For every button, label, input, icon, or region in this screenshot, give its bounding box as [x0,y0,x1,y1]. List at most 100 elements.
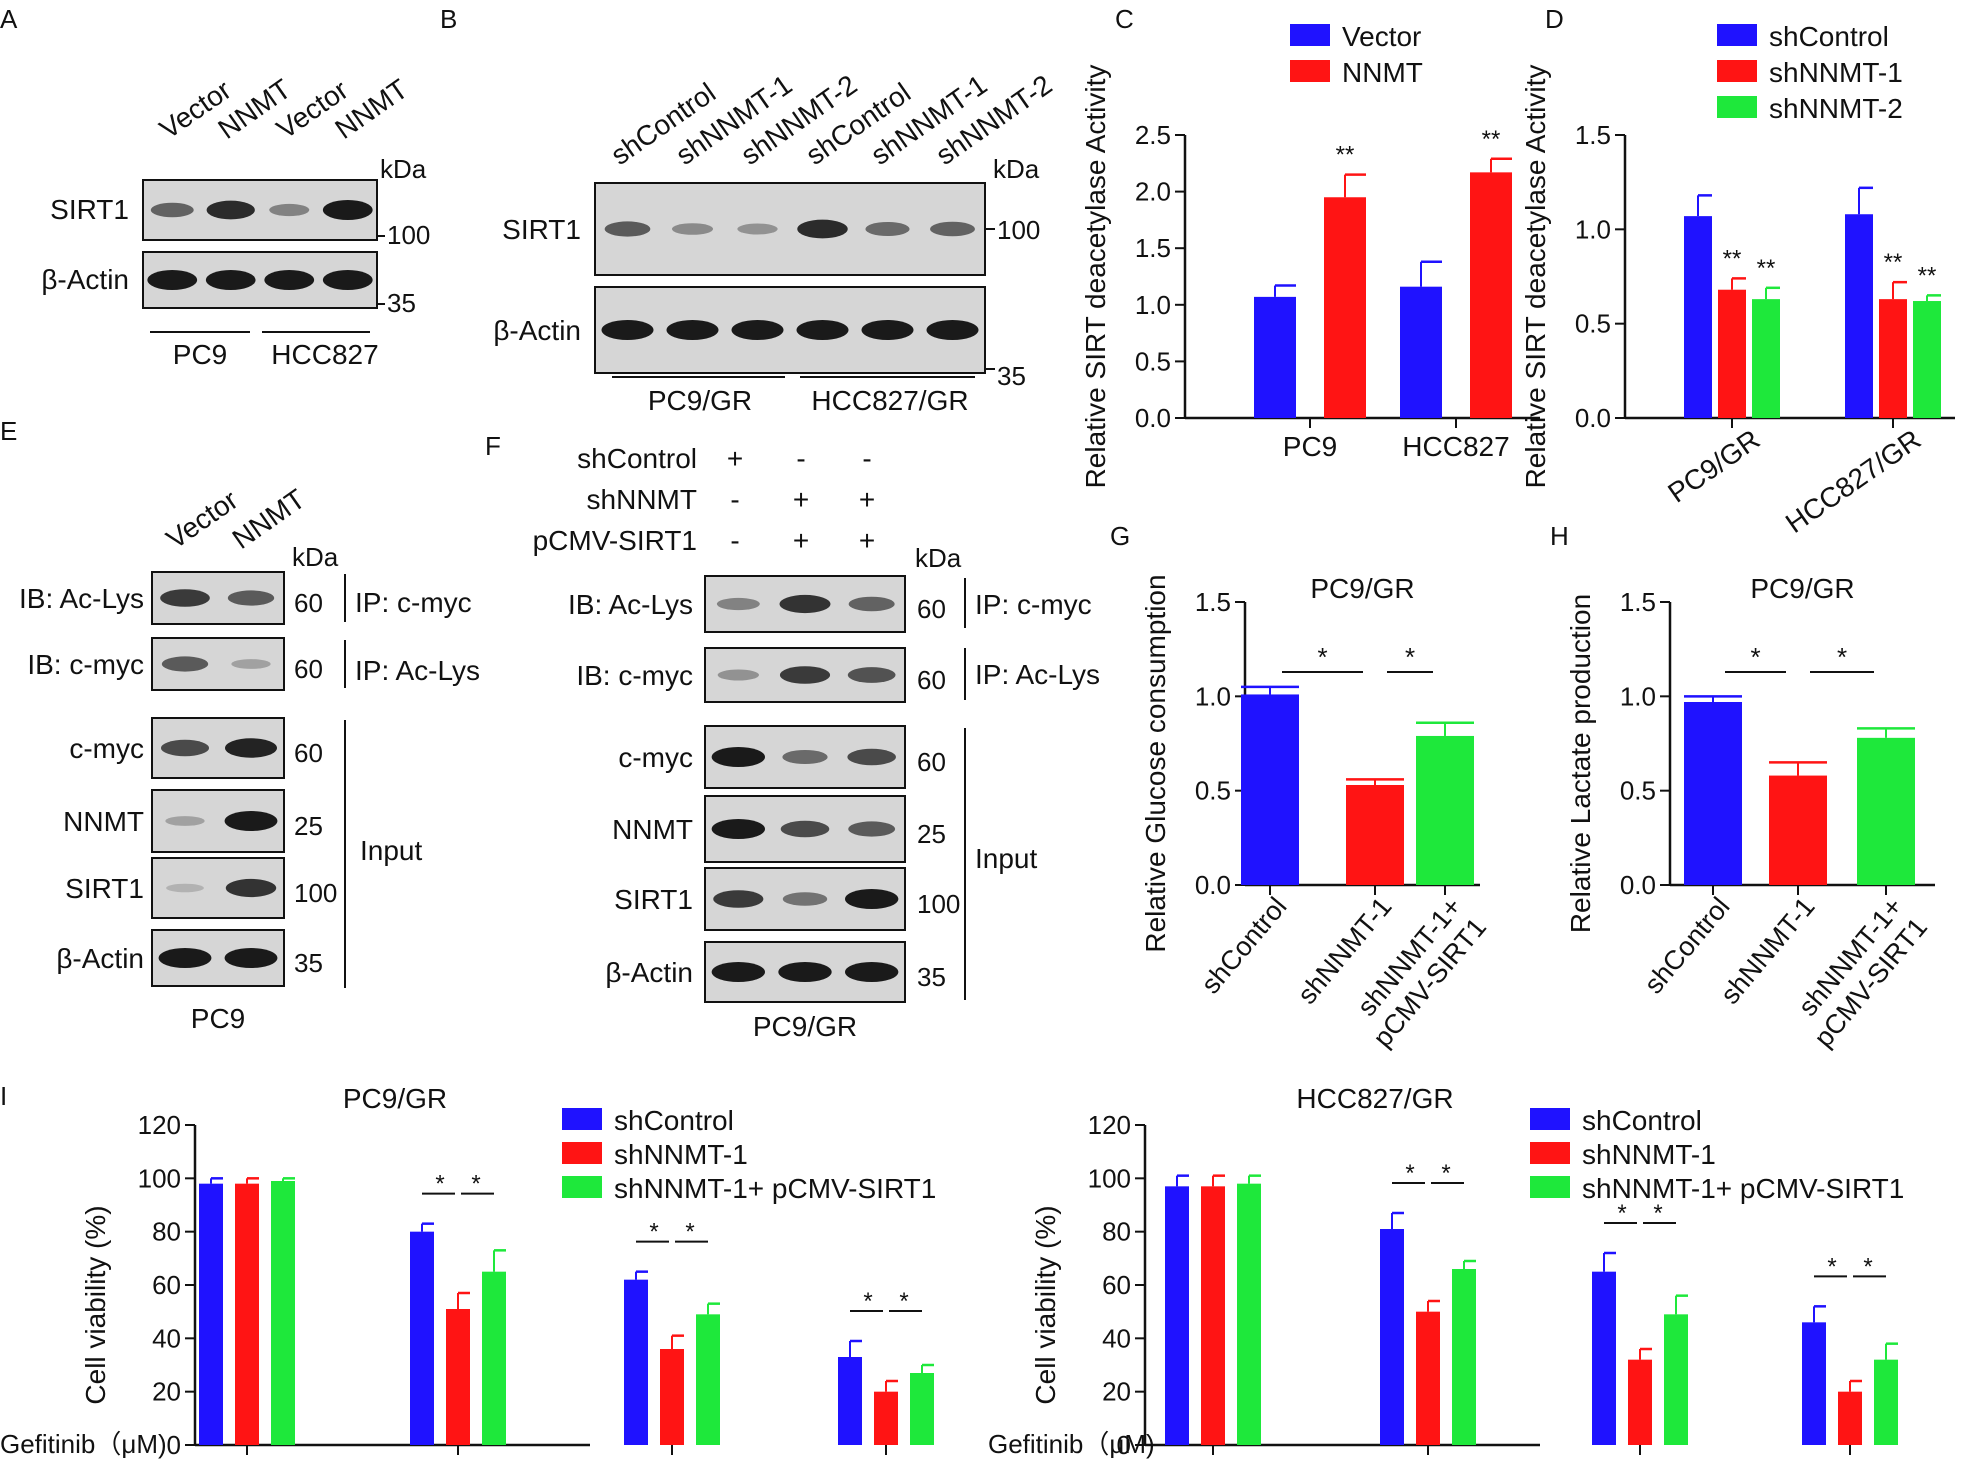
chart-d: 0.0 0.5 1.0 1.5 Relative SIRT deacetylase Ac… [1520,21,1955,539]
y-tick-label: 40 [1102,1323,1131,1353]
band [780,820,830,838]
band [227,590,275,606]
bar [838,1357,862,1445]
bar [235,1183,259,1445]
y-tick-label: 2.0 [1135,177,1171,207]
legend-swatch [1290,24,1330,46]
group-label: PC9/GR [648,385,752,416]
legend-label: shNNMT-1 [614,1139,748,1170]
kda-label: kDa [993,154,1040,184]
blot-row-label: IB: Ac-Lys [568,589,693,620]
blot-row-label: β-Actin [493,315,581,346]
bar [1165,1186,1189,1445]
y-tick-label: 40 [152,1323,181,1353]
bar [1684,216,1712,418]
y-tick-label: 60 [1102,1270,1131,1300]
y-tick-label: 0.5 [1135,346,1171,376]
band [224,811,278,831]
chart-title: PC9/GR [1310,573,1414,604]
y-tick-label: 0.5 [1575,309,1611,339]
blot-row-label: IB: c-myc [576,660,693,691]
bar [1857,737,1915,885]
significance-star: * [649,1219,658,1246]
band [782,750,828,764]
y-tick-label: 120 [138,1110,181,1140]
y-tick-label: 1.0 [1135,290,1171,320]
band [717,669,759,681]
bar [1628,1359,1652,1445]
chart-i2: 0 20 40 60 80 100 120 Cell viability (%) HCC827/… [988,1083,1904,1460]
band [847,667,896,683]
band [264,270,315,290]
blot-row-label: β-Actin [605,957,693,988]
blot-row-label: IB: c-myc [27,649,144,680]
condition-sign: + [859,484,875,515]
panel-letter-b: B [440,4,457,34]
condition-sign: + [727,443,743,474]
y-axis-label: Relative Glucose consumption [1140,574,1171,952]
band [160,589,210,607]
bar [1380,1229,1404,1445]
y-tick-label: 1.0 [1195,681,1231,711]
y-tick-label: 2.5 [1135,120,1171,150]
y-tick-label: 60 [152,1270,181,1300]
legend-label: shNNMT-1 [1582,1139,1716,1170]
x-tick-label: HCC827/GR [1780,424,1927,540]
legend-swatch [1717,96,1757,118]
y-tick-label: 100 [1088,1163,1131,1193]
significance-star: * [1827,1253,1836,1280]
y-tick-label: 1.0 [1620,681,1656,711]
blot-row-label: β-Actin [56,943,144,974]
condition-sign: + [859,525,875,556]
bar [1592,1271,1616,1445]
chart-h: 0.0 0.5 1.0 1.5 Relative Lactate production P… [1565,573,1935,1053]
band [231,659,271,669]
ip-label: IP: Ac-Lys [975,659,1100,690]
bar [1684,701,1742,885]
band [779,666,831,684]
bar [1752,299,1780,418]
mw-marker: 35 [997,361,1026,391]
blot-strip [594,182,986,276]
band [779,594,831,614]
panel-a-western-blot: VectorNNMTVectorNNMTkDaSIRT1100β-Actin35… [41,73,430,370]
significance-star: * [1617,1200,1626,1227]
significance-star: ** [1757,255,1776,282]
blot-row-label: NNMT [63,806,144,837]
ip-label: IP: c-myc [975,589,1092,620]
significance-star: * [1653,1200,1662,1227]
bar [1470,172,1512,418]
legend-label: shControl [1769,21,1889,52]
significance-star: * [1441,1160,1450,1187]
panel-letter-d: D [1545,4,1564,34]
band [161,656,209,672]
band [737,223,778,235]
mw-marker: 25 [294,811,323,841]
legend-swatch [1530,1108,1570,1130]
lane-label: Vector [161,484,244,555]
bar [1845,214,1873,418]
condition-sign: - [796,443,805,474]
mw-marker: 100 [387,220,430,250]
legend-swatch [562,1176,602,1198]
band [711,747,765,767]
condition-sign: + [793,525,809,556]
band [206,200,255,220]
condition-label: shNNMT [587,484,697,515]
cell-label: PC9/GR [753,1011,857,1042]
legend-label: shNNMT-2 [1769,93,1903,124]
bar [1400,286,1442,418]
mw-marker: 35 [387,288,416,318]
bar [271,1181,295,1445]
condition-sign: + [793,484,809,515]
chart-g: 0.0 0.5 1.0 1.5 Relative Glucose consumption… [1140,573,1492,1053]
y-tick-label: 120 [1088,1110,1131,1140]
significance-star: * [1317,642,1327,672]
legend-label: shNNMT-1+ pCMV-SIRT1 [1582,1173,1904,1204]
panel-letter-f: F [485,431,501,461]
significance-star: ** [1918,262,1937,289]
band [158,948,212,968]
chart-c: 0.0 0.5 1.0 1.5 2.0 2.5 Relative SIRT deacetyl… [1080,21,1540,488]
significance-star: ** [1482,126,1501,153]
